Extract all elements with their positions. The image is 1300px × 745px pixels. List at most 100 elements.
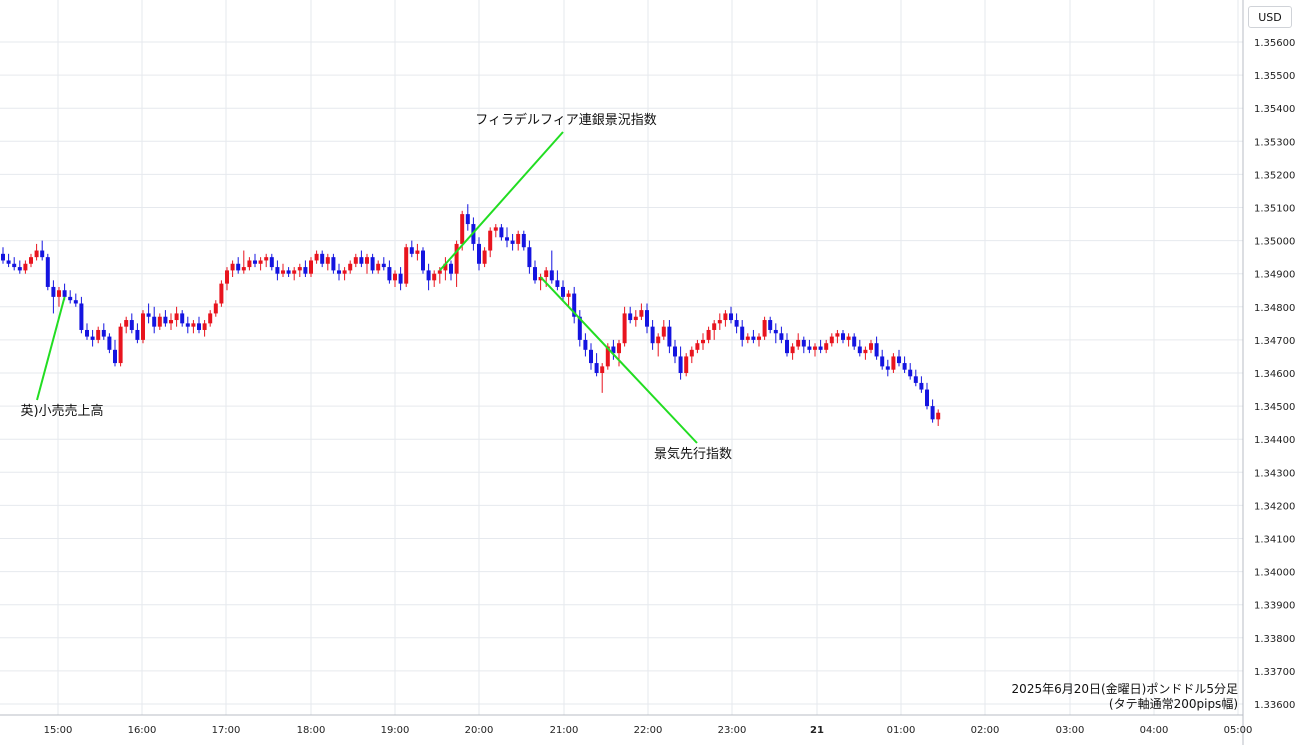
candle-body [247, 260, 252, 268]
currency-label: USD [1248, 6, 1292, 28]
candle-body [337, 270, 341, 274]
x-tick-label: 01:00 [887, 725, 916, 736]
candle-body [320, 253, 325, 264]
candle [359, 250, 364, 268]
candle [426, 263, 431, 291]
candle [230, 260, 235, 278]
candle [880, 349, 885, 370]
candle [661, 320, 666, 340]
y-tick-label: 1.34200 [1254, 501, 1295, 512]
candle [101, 323, 106, 340]
candle [639, 303, 644, 321]
candle [79, 296, 84, 334]
x-tick-label: 20:00 [465, 725, 494, 736]
x-tick-label: 19:00 [381, 725, 410, 736]
candle-body [1, 253, 5, 261]
candle [689, 346, 694, 364]
annotation-label: 英)小売売上高 [20, 403, 103, 419]
candle [169, 313, 173, 330]
candle [325, 253, 330, 271]
candle [650, 320, 655, 350]
candle [493, 224, 498, 238]
y-tick-label: 1.34500 [1254, 402, 1295, 413]
candle [432, 270, 437, 287]
candle [208, 310, 213, 327]
candle-body [930, 406, 935, 420]
candle-body [549, 270, 554, 281]
candle-body [617, 343, 621, 354]
annotation-label: 景気先行指数 [654, 446, 732, 462]
x-tick-label: 23:00 [718, 725, 747, 736]
candle-body [684, 356, 689, 373]
candle [6, 253, 11, 268]
candle-body [180, 313, 185, 324]
candle-body [734, 320, 739, 327]
candle-body [857, 346, 862, 354]
candle [258, 257, 263, 271]
candle [925, 382, 929, 410]
y-tick-label: 1.33600 [1254, 700, 1295, 711]
candle [309, 257, 313, 278]
candle [891, 353, 896, 373]
candle-body [113, 349, 117, 364]
candle [824, 339, 829, 354]
candle [913, 369, 918, 387]
candle [874, 336, 879, 360]
annotation-line [36, 296, 66, 401]
candle-body [717, 320, 722, 324]
candle [398, 267, 403, 291]
candle-body [527, 247, 532, 268]
candle [1, 247, 5, 264]
candle [829, 333, 834, 347]
candle-body [751, 336, 756, 340]
candle [611, 339, 616, 360]
candle-body [885, 366, 890, 370]
candle [163, 310, 168, 327]
candle [12, 257, 17, 271]
candle-body [118, 326, 123, 364]
candle-body [801, 339, 806, 347]
candle-body [393, 273, 397, 281]
candle-body [678, 356, 683, 373]
x-tick-label: 16:00 [128, 725, 157, 736]
candle-body [281, 270, 285, 274]
candle-body [673, 346, 677, 357]
candle [533, 260, 537, 284]
candle-body [404, 247, 409, 284]
candle [23, 260, 28, 274]
candle [835, 329, 840, 344]
candle-body [633, 316, 638, 321]
candle-body [269, 257, 274, 268]
candle [51, 280, 56, 314]
candle [869, 339, 873, 354]
x-tick-label: 15:00 [44, 725, 73, 736]
candle-body [454, 243, 459, 274]
candle [292, 267, 297, 281]
candle [281, 263, 285, 278]
candle-body [891, 356, 896, 370]
candle-body [695, 343, 700, 350]
candle [510, 233, 515, 251]
candle-body [45, 257, 50, 287]
candle [807, 339, 812, 354]
y-tick-label: 1.33800 [1254, 634, 1295, 645]
candle [936, 409, 941, 426]
candle [919, 376, 924, 393]
candle-body [740, 326, 745, 340]
candle-body [381, 263, 386, 268]
x-tick-label: 02:00 [971, 725, 1000, 736]
candle-body [23, 263, 28, 271]
candle [773, 323, 778, 344]
candle-body [701, 339, 705, 344]
candle [633, 310, 638, 327]
candle-body [163, 316, 168, 324]
x-tick-label: 17:00 [212, 725, 241, 736]
candle [387, 260, 392, 284]
candle-body [936, 412, 941, 420]
candle [813, 343, 817, 357]
candle-body [107, 336, 112, 350]
candle [667, 320, 672, 354]
candle-body [779, 333, 784, 340]
candle-body [913, 376, 918, 383]
candle-body [191, 323, 196, 327]
